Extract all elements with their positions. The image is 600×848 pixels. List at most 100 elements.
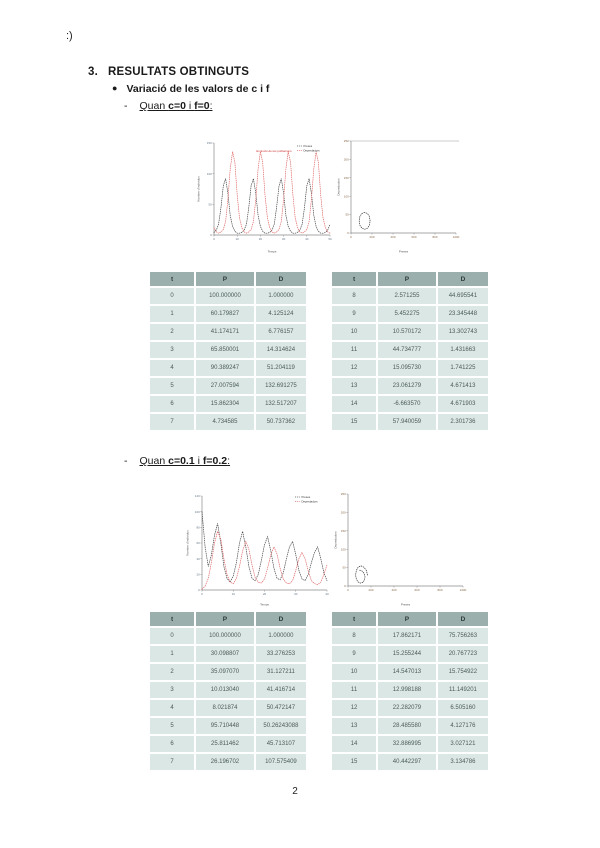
table-cell: 6.505160 — [437, 700, 488, 716]
svg-text:800: 800 — [437, 588, 442, 592]
bullet-heading: ● Variació de les valors de c i f — [112, 83, 269, 95]
table-cell: 10 — [332, 664, 377, 680]
table-row: 11 44.734777 1.431663 — [332, 342, 488, 358]
table-cell: 2 — [150, 324, 195, 340]
svg-text:Preses: Preses — [401, 603, 411, 607]
svg-text:0: 0 — [347, 231, 349, 235]
table-row: 9 5.452275 23.345448 — [332, 306, 488, 322]
svg-text:Depredadors: Depredadors — [302, 500, 319, 504]
table-cell: 33.276253 — [255, 646, 306, 662]
table-row: 13 23.061279 4.671413 — [332, 378, 488, 394]
table-row: 4 8.021874 50.472147 — [150, 700, 306, 716]
case1-mid: i — [185, 100, 195, 112]
case1-pre: Quan — [139, 100, 169, 112]
table-cell: 132.517207 — [255, 396, 306, 412]
table-cell: 3.027121 — [437, 736, 488, 752]
svg-text:50: 50 — [345, 213, 349, 217]
svg-text:20: 20 — [263, 592, 267, 596]
table-row: 3 10.013040 41.416714 — [150, 682, 306, 698]
table-cell: 7 — [150, 414, 195, 430]
table-header-cell: D — [255, 272, 306, 286]
table-cell: 8 — [332, 628, 377, 644]
table-cell: 0 — [150, 628, 195, 644]
svg-text:0: 0 — [213, 237, 215, 241]
case2-mid: i — [194, 455, 203, 467]
table-row: 5 95.710448 50.26243088 — [150, 718, 306, 734]
table-cell: 8 — [332, 288, 377, 304]
table-cell: 45.713107 — [255, 736, 306, 752]
svg-text:30: 30 — [282, 237, 286, 241]
case1-post: : — [209, 100, 213, 112]
bullet-icon: ● — [112, 83, 118, 93]
svg-text:40: 40 — [196, 557, 200, 561]
table-cell: 26.196702 — [196, 754, 254, 770]
svg-text:0: 0 — [210, 233, 212, 237]
table-cell: 23.345448 — [437, 306, 488, 322]
table-cell: 40.442297 — [378, 754, 436, 770]
table-cell: 22.282079 — [378, 700, 436, 716]
table-cell: 1.000000 — [255, 628, 306, 644]
table-cell: 2 — [150, 664, 195, 680]
case2-pre: Quan — [139, 455, 169, 467]
table-row: 1 60.179827 4.125124 — [150, 306, 306, 322]
table-cell: 57.940059 — [378, 414, 436, 430]
list-dash: - — [124, 100, 128, 112]
results-table-case1-right: t P D 8 2.571255 44.695541 9 5.452275 23.345448 1… — [330, 270, 490, 432]
svg-text:Preses: Preses — [399, 250, 409, 254]
table-cell: 2.301736 — [437, 414, 488, 430]
svg-text:200: 200 — [344, 158, 349, 162]
results-table-case2-right: t P D 8 17.862171 75.756263 9 15.255244 20.76772… — [330, 610, 490, 772]
phase-plot-case1: 0 200 400 600 800 1000 0 50 100 150 200 250 Preses De… — [337, 139, 460, 254]
table-header-cell: t — [150, 612, 195, 626]
table-header-cell: t — [150, 272, 195, 286]
svg-text:0: 0 — [344, 584, 346, 588]
table-cell: 9 — [332, 306, 377, 322]
table-row: 14 32.886995 3.027121 — [332, 736, 488, 752]
table-cell: 7 — [150, 754, 195, 770]
list-dash: - — [124, 455, 128, 467]
svg-text:1000: 1000 — [460, 588, 467, 592]
table-cell: 5 — [150, 378, 195, 394]
svg-text:120: 120 — [195, 494, 200, 498]
table-cell: 5.452275 — [378, 306, 436, 322]
table-row: 2 35.097070 31.127211 — [150, 664, 306, 680]
svg-text:20: 20 — [259, 237, 263, 241]
table-cell: 12 — [332, 360, 377, 376]
svg-text:0: 0 — [350, 235, 352, 239]
svg-text:Depredadors: Depredadors — [337, 178, 341, 196]
table-cell: 15.255244 — [378, 646, 436, 662]
case2-heading: - Quan c=0.1 i f=0.2: — [124, 455, 230, 467]
svg-text:100: 100 — [207, 172, 212, 176]
table-cell: 132.691275 — [255, 378, 306, 394]
table-cell: 13.302743 — [437, 324, 488, 340]
svg-text:40: 40 — [325, 592, 329, 596]
table-cell: 27.007594 — [196, 378, 254, 394]
table-cell: 10.570172 — [378, 324, 436, 340]
svg-text:0: 0 — [347, 588, 349, 592]
table-cell: 23.061279 — [378, 378, 436, 394]
table-cell: 3 — [150, 682, 195, 698]
table-cell: 11.149201 — [437, 682, 488, 698]
svg-text:200: 200 — [369, 235, 374, 239]
svg-text:Temps: Temps — [268, 250, 277, 254]
timeseries-chart-case1: 0 10 20 30 40 50 0 50 100 150 Temps Nombre d'indivi… — [197, 141, 332, 254]
table-row: 12 15.095730 1.741225 — [332, 360, 488, 376]
table-cell: 15 — [332, 754, 377, 770]
svg-text:Temps: Temps — [260, 603, 269, 607]
table-cell: 14.314624 — [255, 342, 306, 358]
svg-text:Nombre d'individus: Nombre d'individus — [186, 530, 190, 556]
table-header-cell: P — [378, 272, 436, 286]
table-cell: 60.179827 — [196, 306, 254, 322]
table-cell: 25.811462 — [196, 736, 254, 752]
table-row: 13 28.485580 4.127176 — [332, 718, 488, 734]
table-row: 4 90.389247 51.204119 — [150, 360, 306, 376]
svg-text:50: 50 — [328, 237, 332, 241]
svg-text:50: 50 — [342, 566, 346, 570]
table-cell: 75.756263 — [437, 628, 488, 644]
table-cell: 4.125124 — [255, 306, 306, 322]
table-cell: 4.671903 — [437, 396, 488, 412]
table-cell: 3.134786 — [437, 754, 488, 770]
svg-text:100: 100 — [344, 194, 349, 198]
table-cell: 1.741225 — [437, 360, 488, 376]
timeseries-chart-case2: 0 10 20 30 40 0 20 40 60 80 100 120 Temps Nombre d'in… — [186, 494, 329, 607]
